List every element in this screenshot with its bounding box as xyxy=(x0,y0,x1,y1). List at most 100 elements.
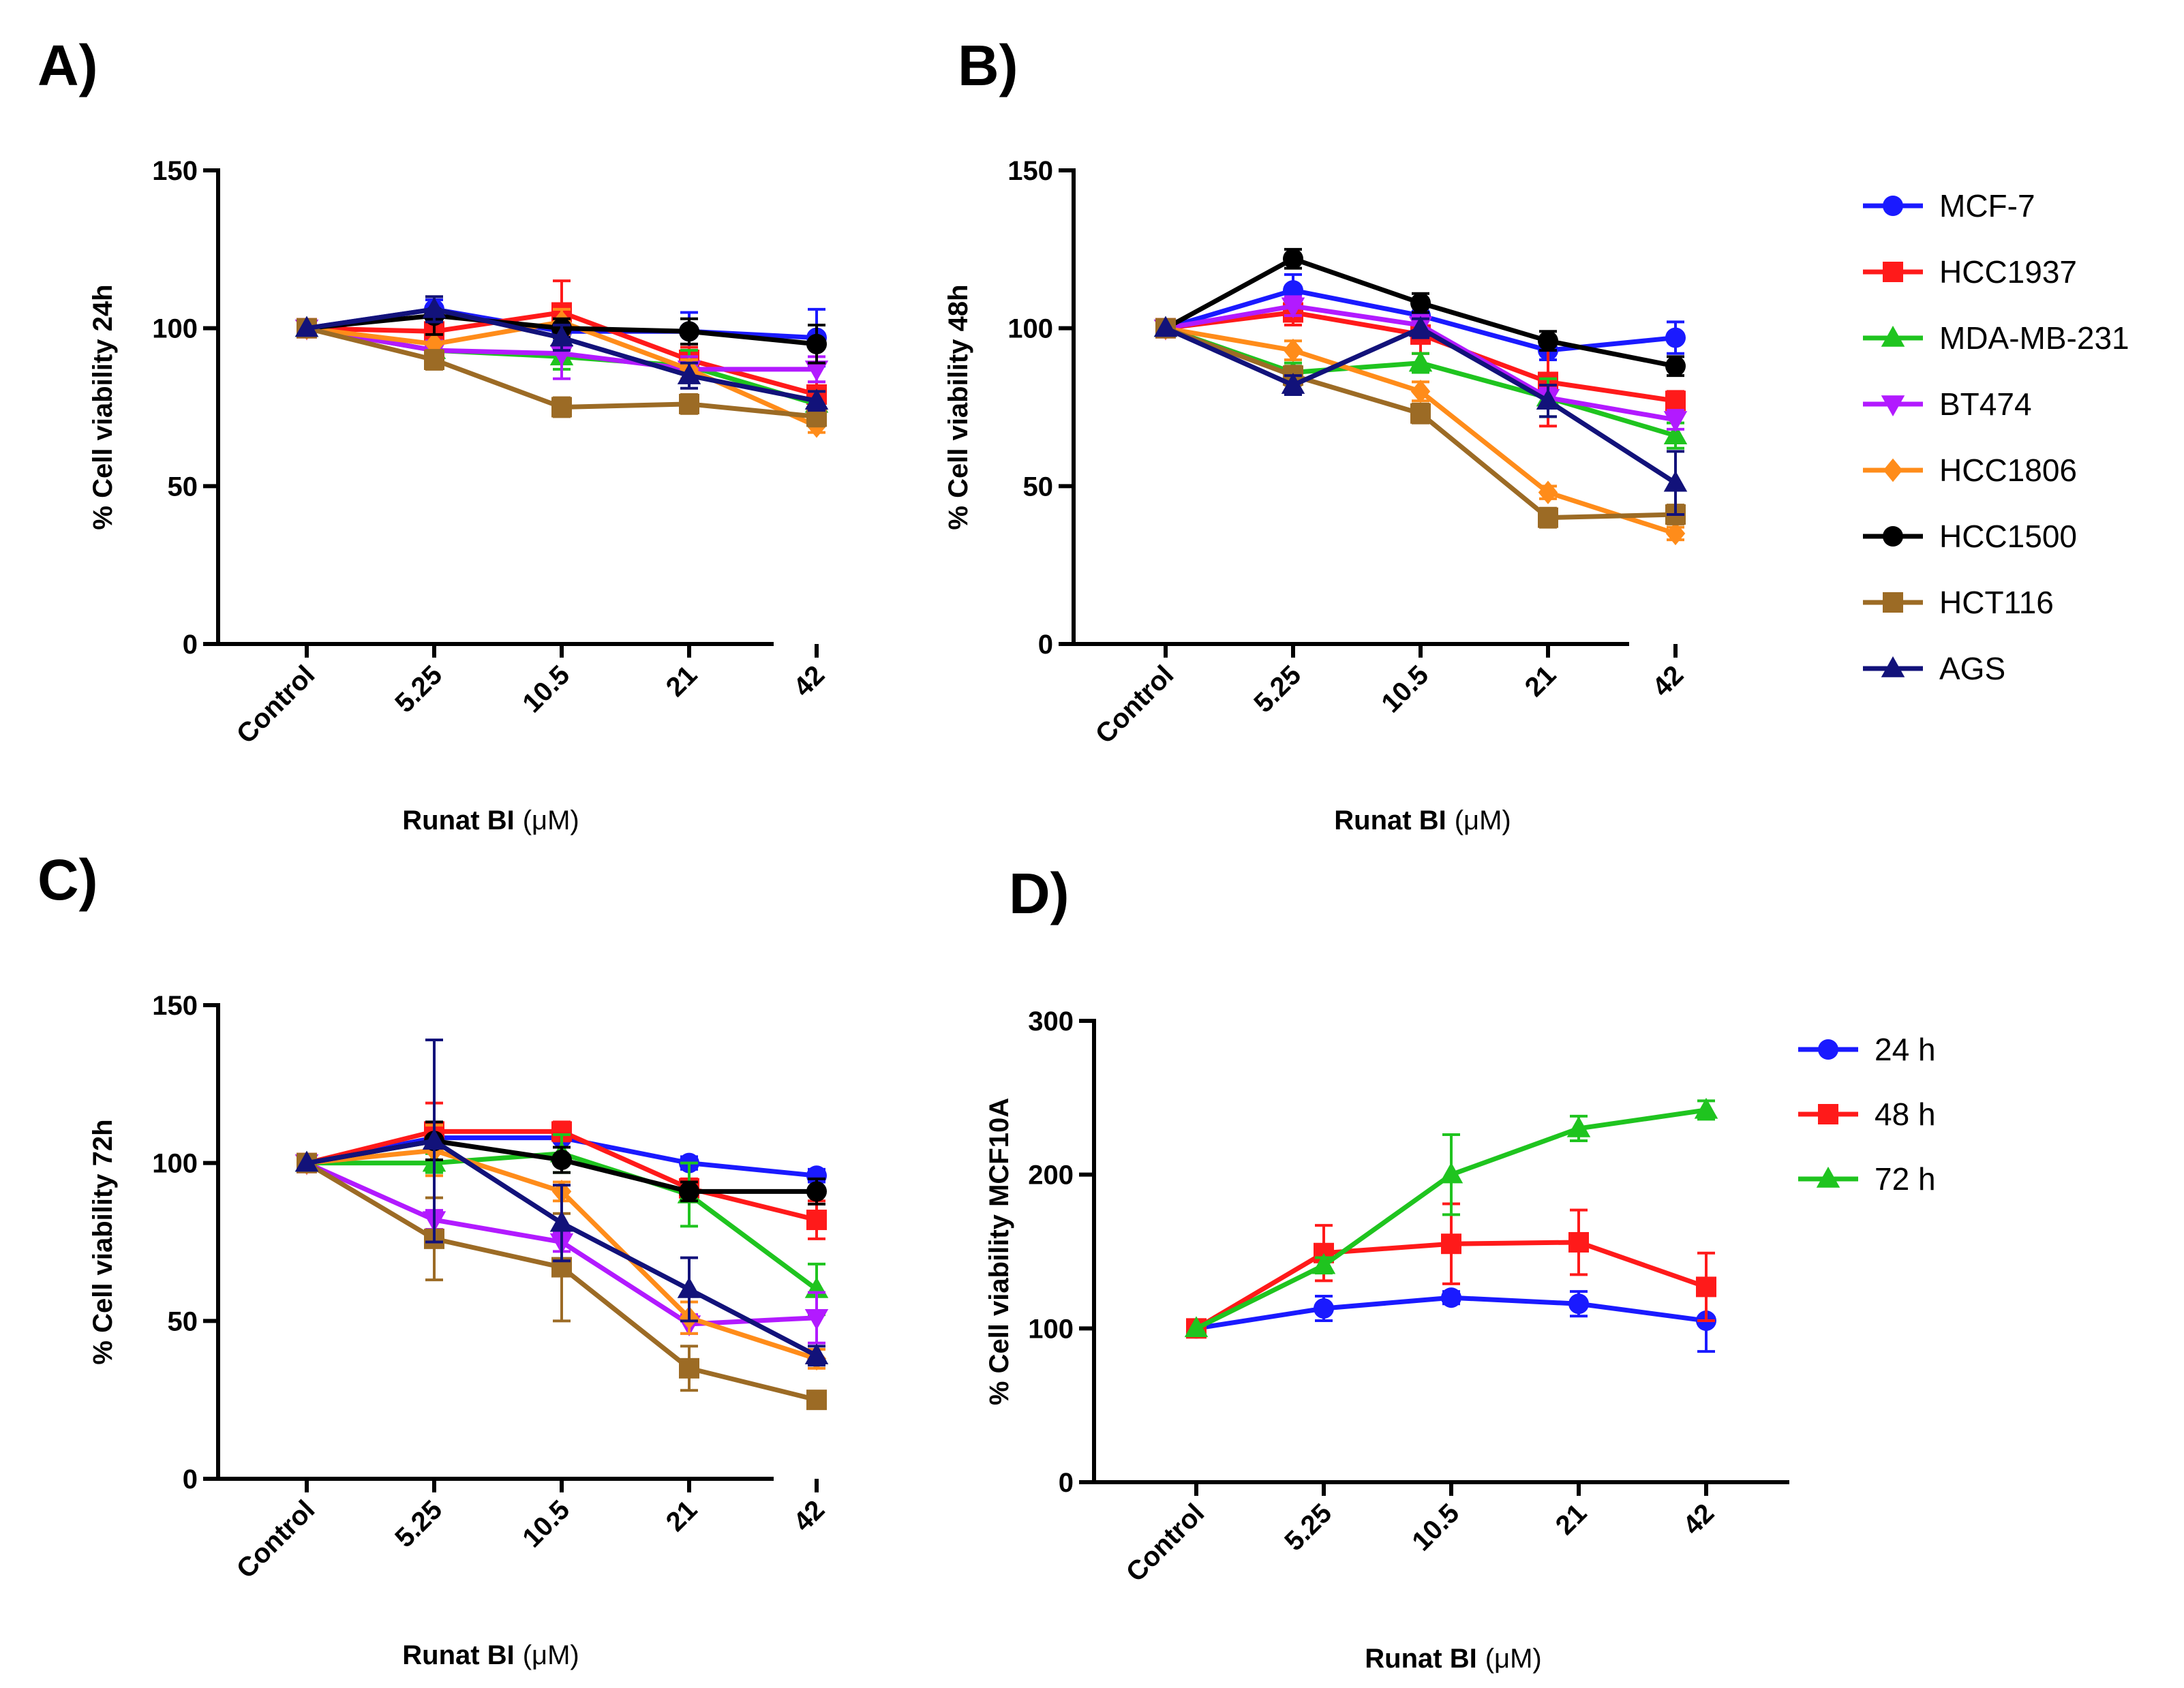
data-point xyxy=(806,1165,827,1186)
data-point xyxy=(1311,1253,1336,1274)
x-axis-title-main: Runat BI xyxy=(1365,1644,1476,1674)
data-point xyxy=(1408,350,1433,372)
legend-marker xyxy=(1816,1167,1840,1188)
legend-item-hcc1937: HCC1937 xyxy=(1863,254,2077,290)
legend-item-bt474: BT474 xyxy=(1863,386,2032,422)
data-point xyxy=(549,1210,574,1232)
data-point xyxy=(1410,292,1431,313)
x-axis-title-main: Runat BI xyxy=(1334,805,1446,835)
axis-lines xyxy=(216,1003,774,1481)
legend-timepoints: 24 h 48 h 72 h xyxy=(1798,1032,1936,1197)
data-point xyxy=(1441,1233,1461,1255)
data-point xyxy=(1665,356,1686,377)
y-tick-label: 100 xyxy=(152,1149,198,1179)
legend-cell-lines: MCF-7 HCC1937 MDA-MB-231 BT474 HCC1806 HCC150… xyxy=(1863,188,2129,686)
legend-label: BT474 xyxy=(1939,386,2032,422)
data-point xyxy=(1568,1293,1589,1315)
panel-letter: A) xyxy=(37,33,98,97)
x-tick-label: 5.25 xyxy=(389,660,448,718)
series-ags xyxy=(294,295,829,412)
y-tick-label: 100 xyxy=(152,314,198,344)
data-point xyxy=(424,350,444,370)
data-point xyxy=(806,333,827,354)
x-tick-label: Control xyxy=(231,660,321,750)
x-tick-label: 5.25 xyxy=(389,1494,448,1553)
legend-label: HCC1937 xyxy=(1939,254,2077,290)
x-tick-label: 42 xyxy=(788,1494,831,1537)
data-point xyxy=(1281,297,1305,319)
data-point xyxy=(294,1150,319,1172)
legend-item-mcf-7: MCF-7 xyxy=(1863,188,2035,224)
x-axis-title-main: Runat BI xyxy=(402,805,514,835)
panel-b: B) 0 50 100 150 Control 5.25 10.5 21 42 Runat BI (μ… xyxy=(943,33,1689,835)
data-point xyxy=(1439,1162,1463,1184)
y-tick-label: 300 xyxy=(1028,1007,1074,1037)
legend-label: HCC1806 xyxy=(1939,452,2077,488)
x-tick-label: 21 xyxy=(661,660,703,703)
y-tick-label: 100 xyxy=(1028,1314,1074,1344)
x-tick-label: 10.5 xyxy=(517,660,575,718)
data-point xyxy=(677,363,701,384)
data-point xyxy=(1536,388,1560,410)
x-tick-label: Control xyxy=(1090,660,1180,750)
x-tick-label: 10.5 xyxy=(1376,660,1434,718)
legend-marker xyxy=(1881,656,1905,677)
x-tick-label: 21 xyxy=(1519,660,1562,703)
data-point xyxy=(679,393,699,414)
legend-marker xyxy=(1883,196,1903,216)
data-point xyxy=(804,1343,829,1365)
y-axis-title: % Cell viability MCF10A xyxy=(984,1098,1014,1405)
data-point xyxy=(294,316,319,337)
series-48-h xyxy=(1186,1202,1716,1339)
y-tick-label: 50 xyxy=(168,1306,198,1336)
data-point xyxy=(806,1390,827,1411)
x-tick-label: 42 xyxy=(788,660,831,703)
series-hcc1500 xyxy=(1155,247,1686,378)
data-point xyxy=(1283,248,1303,269)
y-tick-label: 0 xyxy=(1059,1468,1074,1498)
data-point xyxy=(1410,380,1431,403)
data-point xyxy=(1663,423,1688,444)
data-point xyxy=(806,1210,827,1231)
data-point xyxy=(1665,521,1686,546)
data-point xyxy=(804,360,829,382)
x-tick-label: 10.5 xyxy=(1406,1498,1465,1556)
legend-item-hcc1806: HCC1806 xyxy=(1863,452,2077,488)
data-point xyxy=(804,388,829,410)
data-point xyxy=(1663,470,1688,492)
data-point xyxy=(804,1308,829,1330)
x-axis-title-unit: (μM) xyxy=(1485,1644,1542,1674)
x-tick-label: 21 xyxy=(1550,1498,1593,1541)
x-axis-title-main: Runat BI xyxy=(402,1640,514,1670)
x-tick-label: 5.25 xyxy=(1279,1498,1337,1556)
y-axis-title: % Cell viability 72h xyxy=(88,1119,118,1364)
legend-marker xyxy=(1883,526,1903,547)
legend-item-24-h: 24 h xyxy=(1798,1032,1936,1067)
legend-label: HCC1500 xyxy=(1939,519,2077,554)
y-tick-label: 0 xyxy=(183,630,198,660)
panel-letter: B) xyxy=(958,33,1018,97)
data-point xyxy=(1696,1276,1716,1298)
data-point xyxy=(1538,507,1558,528)
data-point xyxy=(422,296,446,318)
legend-label: 24 h xyxy=(1875,1032,1936,1067)
legend-marker xyxy=(1883,458,1903,482)
series-72-h xyxy=(1184,1097,1718,1338)
y-tick-label: 100 xyxy=(1007,314,1053,344)
data-point xyxy=(551,1150,572,1171)
data-point xyxy=(1281,373,1305,394)
y-tick-label: 150 xyxy=(1007,156,1053,186)
x-tick-label: 10.5 xyxy=(517,1494,575,1553)
legend-item-72-h: 72 h xyxy=(1798,1161,1936,1197)
x-axis-title: Runat BI (μM) xyxy=(402,805,579,835)
x-axis-title: Runat BI (μM) xyxy=(1334,805,1511,835)
data-point xyxy=(1568,1231,1589,1253)
x-tick-label: 5.25 xyxy=(1248,660,1307,718)
legend-marker xyxy=(1881,326,1905,347)
data-point xyxy=(1441,1287,1461,1308)
legend-marker xyxy=(1883,262,1903,282)
x-axis-title-unit: (μM) xyxy=(1455,805,1511,835)
x-axis-title: Runat BI (μM) xyxy=(402,1640,579,1670)
x-tick-label: 42 xyxy=(1647,660,1690,703)
legend-label: HCT116 xyxy=(1939,585,2054,620)
